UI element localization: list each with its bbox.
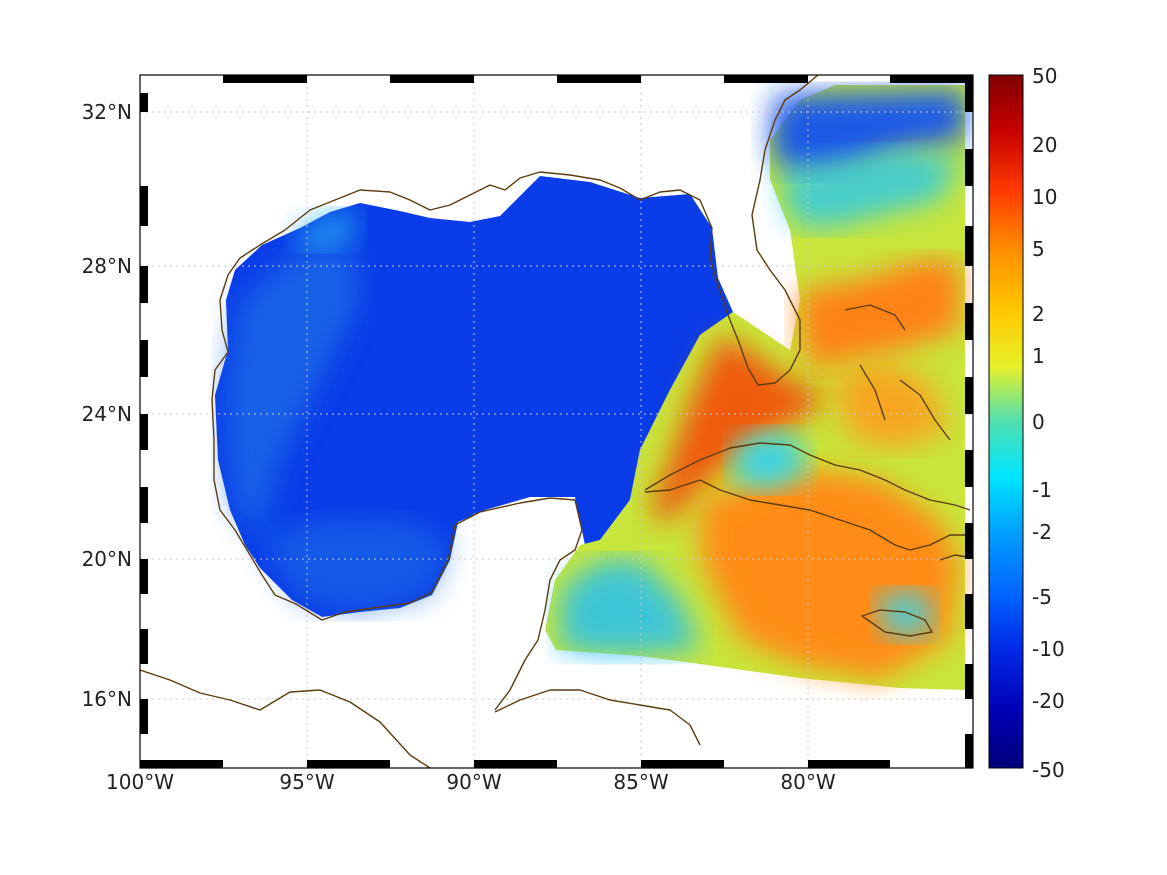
colorbar-tick-label: 5	[1032, 237, 1045, 261]
lon-tick-label: 80°W	[780, 770, 835, 794]
lat-tick-label: 32°N	[82, 100, 132, 124]
lon-tick-label: 85°W	[613, 770, 668, 794]
jamaica-coastline	[861, 609, 933, 637]
colorbar-tick-label: -2	[1032, 520, 1052, 544]
lat-tick-label: 16°N	[82, 687, 132, 711]
central-america-coastline	[140, 669, 431, 768]
colorbar-tick-label: 1	[1032, 344, 1045, 368]
colorbar-tick-label: -5	[1032, 585, 1052, 609]
frame-left-segments	[140, 93, 148, 734]
colorbar-tick-label: 2	[1032, 302, 1045, 326]
north-atlantic-cyan-patch	[780, 150, 960, 230]
colorbar-tick-label: 10	[1032, 185, 1057, 209]
colorbar-tick-label: -50	[1032, 758, 1065, 782]
map-plot-area: 100°W 95°W 90°W 85°W 80°W 32°N 28°N 24°N…	[82, 74, 974, 794]
bahamas-orange-field	[830, 360, 950, 450]
lat-tick-label: 24°N	[82, 402, 132, 426]
yucatan-channel-cyan-patch	[560, 560, 700, 655]
bahamas-coastline	[844, 304, 951, 441]
frame-top-segments	[223, 75, 973, 83]
lon-tick-label: 100°W	[106, 770, 174, 794]
lon-tick-label: 90°W	[446, 770, 501, 794]
latitude-tick-labels: 32°N 28°N 24°N 20°N 16°N	[82, 100, 132, 711]
colorbar-tick-label: 0	[1032, 410, 1045, 434]
lon-tick-label: 95°W	[279, 770, 334, 794]
gulf-stream-orange-band	[800, 260, 960, 370]
colorbar-tick-label: -20	[1032, 689, 1065, 713]
colorbar-tick-label: 50	[1032, 64, 1057, 88]
colorbar: 50 20 10 5 2 1 0 -1 -2 -5 -10 -20 -50	[988, 64, 1065, 782]
colorbar-gradient	[988, 74, 1024, 769]
gulf-lighter-west-patch	[225, 240, 360, 540]
north-atlantic-blue-patch	[770, 90, 965, 175]
cuba-coastline	[644, 442, 971, 551]
gulf-cyan-nw-shelf	[290, 210, 360, 250]
data-field	[215, 85, 965, 690]
colorbar-tick-labels: 50 20 10 5 2 1 0 -1 -2 -5 -10 -20 -50	[1032, 64, 1065, 782]
map-frame	[139, 74, 974, 769]
frame-right-segments	[965, 75, 973, 768]
graticule	[140, 75, 973, 768]
colorbar-tick-label: -10	[1032, 637, 1065, 661]
gulf-coastline	[211, 75, 819, 711]
colorbar-tick-label: 20	[1032, 133, 1057, 157]
colorbar-tick-label: -1	[1032, 478, 1052, 502]
lat-tick-label: 28°N	[82, 254, 132, 278]
loop-current-orange-band	[650, 335, 830, 525]
honduras-coastline	[494, 689, 701, 746]
lat-tick-label: 20°N	[82, 547, 132, 571]
jamaica-cyan-patch	[875, 590, 935, 640]
longitude-tick-labels: 100°W 95°W 90°W 85°W 80°W	[106, 770, 836, 794]
frame-bottom-segments	[140, 760, 890, 768]
